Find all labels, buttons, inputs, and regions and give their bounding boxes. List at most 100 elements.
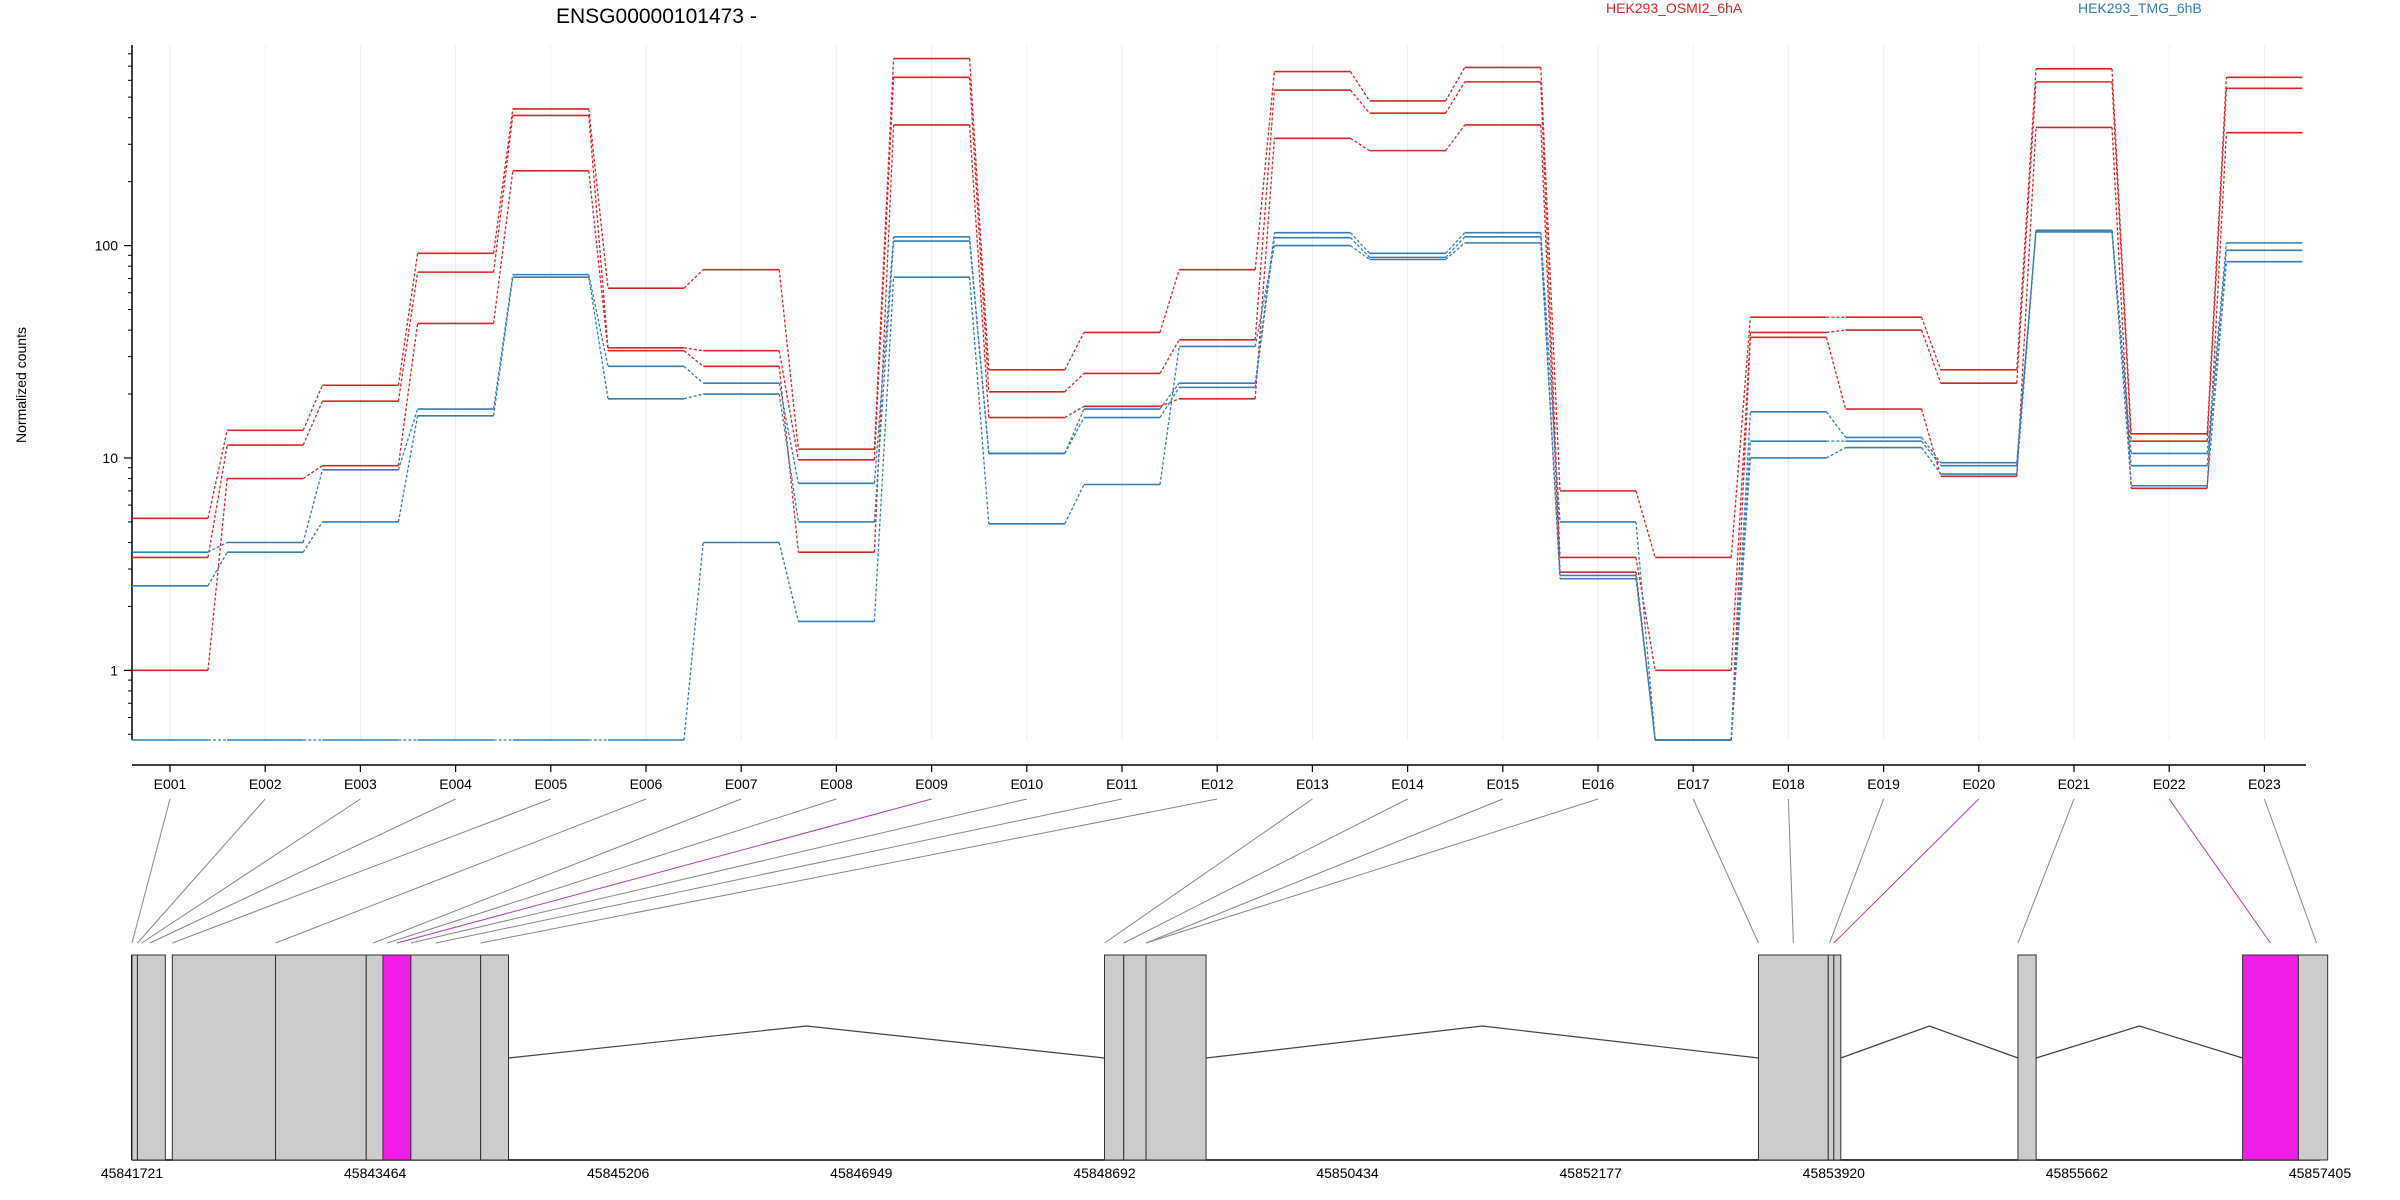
x-tick-label-e020: E020 [1962, 776, 1995, 792]
coordinate-tick-label: 45855662 [2046, 1165, 2109, 1181]
series-transition [1349, 237, 1371, 258]
axis-layer: 1 10 100 E001 E002 E003 E004 E005 E006 E007 E008 E0… [95, 45, 2306, 792]
exon-connector [137, 798, 266, 944]
series-transition [1445, 232, 1466, 254]
exon-connector [1123, 798, 1408, 944]
series-transition [588, 115, 609, 348]
exon-block [365, 954, 384, 1161]
legend-item-tmg: HEK293_TMG_6hB [2078, 0, 2202, 16]
exon-connector [387, 798, 837, 944]
series-transition [873, 277, 895, 622]
series-transition [1730, 332, 1752, 671]
coordinate-tick-label: 45850434 [1316, 1165, 1379, 1181]
series-transition [683, 393, 704, 400]
x-tick-label-e015: E015 [1486, 776, 1519, 792]
exon-connector [373, 798, 742, 944]
x-tick-label-e007: E007 [725, 776, 758, 792]
series-transition [683, 350, 704, 367]
series-transition [683, 269, 704, 289]
exon-connector [275, 798, 647, 944]
x-tick-label-e005: E005 [534, 776, 567, 792]
series-transition [302, 521, 323, 553]
series-transition [2206, 261, 2228, 486]
exon-block [171, 954, 277, 1161]
series-transition [1921, 437, 1942, 464]
series-transition [968, 77, 990, 392]
exon-block [2297, 954, 2329, 1161]
series-transition [778, 269, 800, 450]
series-transition [2206, 250, 2228, 466]
series-transition [1921, 447, 1942, 475]
x-tick-label-e012: E012 [1201, 776, 1234, 792]
coordinate-tick-label: 45845206 [587, 1165, 650, 1181]
series-transition [968, 58, 990, 370]
series-transition [1254, 89, 1276, 340]
series-transition [1349, 89, 1371, 114]
series-transition [588, 108, 609, 289]
series-transition [302, 469, 324, 543]
series-transition [1445, 236, 1466, 258]
series-0 [132, 57, 2303, 559]
series-transition [397, 323, 419, 466]
exon-block [2017, 954, 2037, 1161]
series-transition [1349, 232, 1371, 254]
series-transition [1159, 269, 1180, 333]
series-transition [683, 347, 704, 352]
series-transition [1064, 417, 1085, 454]
series-transition [2016, 231, 2037, 475]
series-transition [207, 430, 228, 519]
series-transition [1254, 245, 1276, 347]
series-transition [492, 108, 514, 254]
series-transition [588, 277, 609, 399]
intron [508, 1025, 1105, 1059]
series-transition [207, 541, 228, 553]
y-tick-label: 10 [102, 450, 118, 466]
series-5 [132, 231, 2303, 741]
series-transition [1825, 411, 1847, 438]
exon-block [1103, 954, 1125, 1161]
series-transition [397, 408, 419, 470]
series-transition [1635, 575, 1656, 741]
exon-block [2242, 954, 2299, 1161]
coordinate-tick-label: 45843464 [344, 1165, 407, 1181]
series-transition [2016, 127, 2037, 477]
series-transition [1159, 339, 1180, 374]
exon-connector [2017, 798, 2075, 944]
exon-connector-layer [131, 798, 2317, 944]
exon-block [1123, 954, 1147, 1161]
series-transition [1540, 124, 1561, 573]
series-transition [397, 272, 419, 402]
gene-model-layer: 45841721 45843464 45845206 45846949 45848692… [101, 954, 2351, 1181]
series-transition [1730, 337, 1752, 741]
exon-block [1757, 954, 1829, 1161]
series-transition [778, 542, 800, 622]
series-transition [492, 274, 514, 410]
series-transition [1159, 387, 1180, 418]
series-transition [302, 400, 323, 446]
series-transition [1920, 316, 1942, 371]
exon-connector [1829, 798, 1885, 944]
series-transition [1635, 557, 1656, 671]
exon-connector [149, 798, 456, 944]
series-transition [873, 77, 895, 460]
exon-connector [2263, 798, 2317, 944]
exon-block [382, 954, 412, 1161]
series-transition [1826, 329, 1846, 334]
series-transition [1730, 411, 1752, 741]
exon-connector [1787, 798, 1794, 944]
series-transition [1254, 138, 1276, 399]
x-tick-label-e019: E019 [1867, 776, 1900, 792]
exon-block [131, 954, 138, 1161]
series-transition [588, 170, 609, 351]
series-transition [1349, 71, 1371, 102]
series-transition [1920, 329, 1942, 384]
series-transition [1064, 372, 1085, 393]
coordinate-tick-label: 45853920 [1803, 1165, 1866, 1181]
exon-block [136, 954, 166, 1161]
series-transition [1635, 578, 1656, 741]
x-tick-label-e010: E010 [1010, 776, 1043, 792]
coordinate-tick-label: 45848692 [1073, 1165, 1136, 1181]
x-tick-label-e001: E001 [154, 776, 187, 792]
series-transition [1635, 521, 1656, 741]
exon-connector [2168, 798, 2271, 944]
